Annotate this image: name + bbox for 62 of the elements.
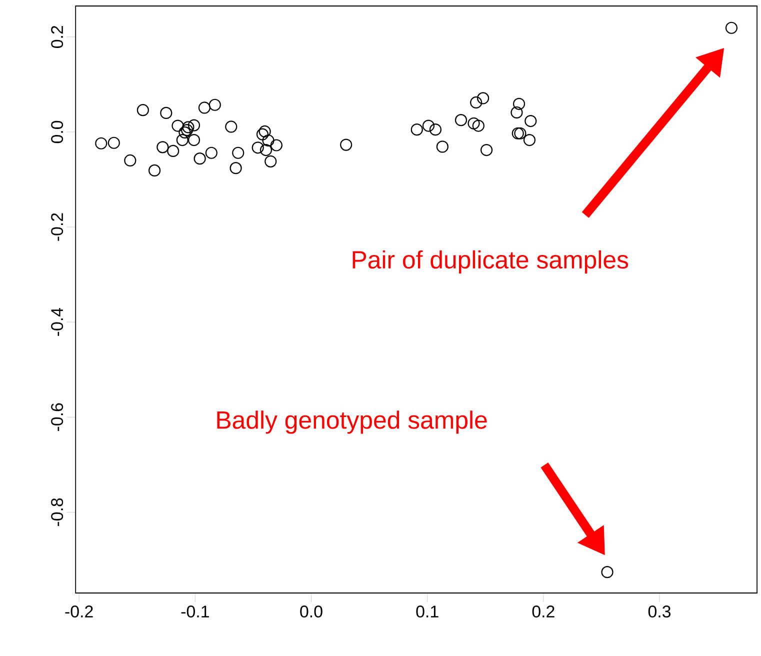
point (160, 106, 172, 119)
point (256, 128, 269, 140)
point (124, 154, 136, 167)
point (429, 124, 442, 136)
y-tick-label: 0.2 (51, 26, 64, 48)
point (262, 134, 274, 147)
point (188, 119, 200, 132)
point (182, 121, 194, 134)
y-tick-label: -0.2 (51, 213, 64, 241)
y-tick-label: -0.6 (51, 403, 64, 431)
x-tick-label: 0.2 (532, 606, 554, 618)
annotation: Pair of duplicate samples (352, 250, 628, 274)
point (180, 124, 194, 136)
point (205, 146, 218, 159)
point (225, 120, 238, 133)
point (148, 164, 161, 177)
y-tick-label: -0.4 (51, 308, 64, 336)
point (436, 140, 448, 153)
point (198, 102, 211, 114)
y-tick-label: 0.0 (51, 120, 64, 144)
point (178, 126, 191, 138)
point (454, 114, 468, 126)
point (136, 104, 149, 116)
x-tick-label: -0.2 (65, 606, 93, 618)
point (410, 124, 423, 136)
annotation: Badly genotyped sample (217, 410, 487, 434)
point (264, 155, 277, 168)
x-tick-label: 0.1 (416, 606, 438, 618)
point (472, 120, 484, 132)
point (95, 137, 108, 150)
point (108, 136, 120, 149)
point (523, 134, 536, 146)
point (176, 134, 188, 146)
y-tick-label: -0.8 (51, 498, 64, 526)
point (232, 146, 244, 159)
point (468, 117, 480, 130)
point (480, 144, 493, 156)
x-tick-label: -0.1 (181, 606, 209, 618)
point (512, 127, 524, 140)
point (208, 98, 221, 111)
point (188, 134, 200, 146)
point (422, 120, 435, 132)
point (270, 139, 282, 152)
point (260, 144, 272, 156)
point (477, 92, 490, 104)
point (510, 106, 523, 119)
point (167, 144, 180, 158)
point (156, 141, 169, 154)
point (252, 142, 264, 154)
point (514, 127, 526, 140)
point (230, 162, 242, 174)
x-tick-label: 0.0 (300, 606, 322, 618)
point (340, 138, 352, 151)
point (172, 120, 184, 132)
point (524, 114, 537, 128)
point (258, 125, 271, 138)
point (601, 566, 614, 578)
point (194, 152, 206, 165)
point (470, 96, 482, 109)
x-tick-label: 0.3 (648, 606, 671, 618)
point (512, 98, 526, 110)
point (725, 22, 738, 34)
